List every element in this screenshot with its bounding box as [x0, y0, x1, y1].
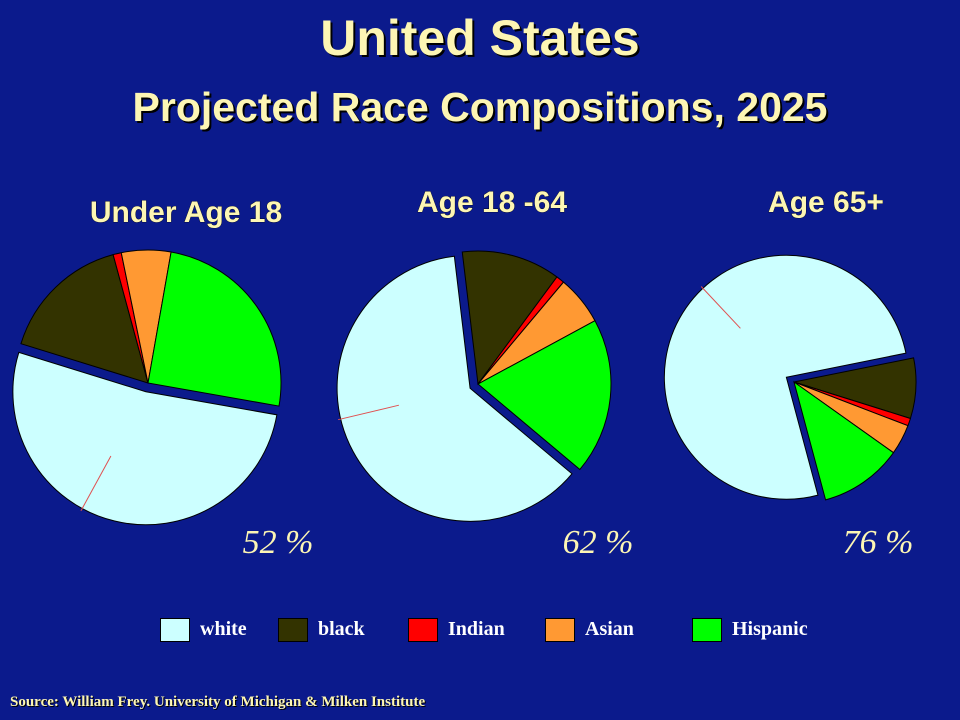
legend-label-white: white: [200, 618, 247, 640]
legend-swatch-hispanic: [692, 618, 722, 642]
leader-line: [80, 455, 112, 512]
pie-annotation: 52 %: [243, 524, 314, 561]
pie-chart-3: Age 65+ 76 %: [663, 186, 917, 561]
legend-swatch-asian: [545, 618, 575, 642]
legend-label-black: black: [318, 618, 365, 640]
chart-subtitle: Projected Race Compositions, 2025: [132, 84, 828, 130]
source-note: Source: William Frey. University of Mich…: [10, 694, 426, 710]
legend: white black Indian Asian Hispanic: [0, 616, 960, 646]
pie-slice-hispanic: [793, 380, 895, 501]
pie-title: Age 18 -64: [417, 186, 567, 219]
pie-chart-1: Under Age 18 52 %: [12, 196, 314, 561]
leader-line: [700, 286, 741, 329]
legend-label-hispanic: Hispanic: [732, 618, 808, 640]
leader-line: [337, 404, 400, 421]
pie-slice-white: [663, 254, 907, 500]
pie-annotation: 76 %: [843, 524, 914, 561]
pie-annotation: 62 %: [563, 524, 634, 561]
legend-swatch-white: [160, 618, 190, 642]
pie-slice-white: [336, 255, 573, 522]
chart-title: United States: [320, 10, 640, 66]
pie-chart-2: Age 18 -64 62 %: [336, 186, 634, 561]
pie-slice-hispanic: [477, 320, 612, 471]
pie-slice-white: [12, 351, 278, 526]
pie-title: Under Age 18: [90, 196, 282, 229]
legend-label-indian: Indian: [448, 618, 505, 640]
pie-slice-black: [20, 254, 149, 384]
pie-title: Age 65+: [768, 186, 884, 219]
legend-label-asian: Asian: [585, 618, 634, 640]
legend-swatch-black: [278, 618, 308, 642]
legend-swatch-indian: [408, 618, 438, 642]
pie-slice-black: [461, 250, 558, 386]
pie-slice-hispanic: [147, 251, 282, 407]
